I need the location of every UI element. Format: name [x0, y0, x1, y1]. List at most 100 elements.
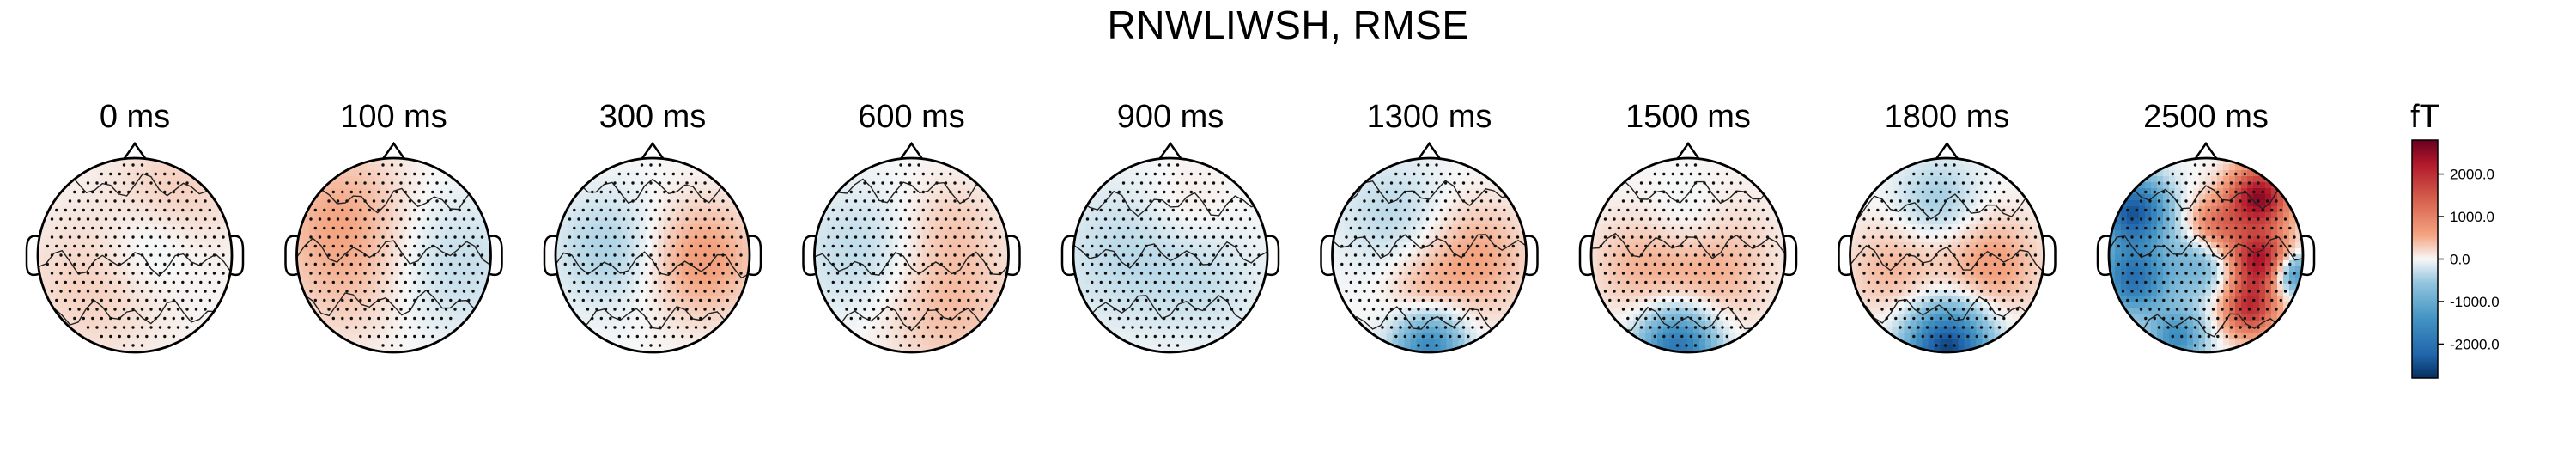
colorbar-gradient	[2411, 139, 2439, 379]
head-outline	[813, 156, 1010, 354]
contour-lines	[814, 178, 1009, 332]
nose	[380, 141, 407, 162]
head-outline	[1849, 156, 2045, 354]
sensor-dots	[46, 163, 225, 347]
nose	[121, 141, 149, 162]
contour-lines	[1850, 193, 2044, 324]
contour-line	[1850, 245, 2044, 273]
contour-line	[814, 251, 1009, 276]
nose	[2192, 141, 2220, 162]
sensor-dots	[2117, 163, 2296, 347]
colorbar-tick-label: 1000.0	[2450, 209, 2494, 225]
panel-time-label: 1800 ms	[1885, 99, 2010, 135]
panel-time-label: 300 ms	[599, 99, 707, 135]
left-ear	[2096, 235, 2111, 277]
contour-line	[296, 186, 491, 214]
colorbar-tick-label: 0.0	[2450, 252, 2470, 268]
head-outline	[1072, 156, 1269, 354]
nose	[1416, 141, 1443, 162]
panel-time-label: 900 ms	[1117, 99, 1224, 135]
right-ear	[2301, 235, 2316, 277]
left-ear	[284, 235, 298, 277]
topomap-field	[1850, 158, 2044, 352]
topomap-panel: 2500 ms	[2096, 99, 2316, 354]
panel-time-label: 600 ms	[858, 99, 965, 135]
right-ear	[1525, 235, 1539, 277]
colorbar: fT 2000.0 1000.0 0.0 -1000.0 -2000.0	[2410, 99, 2500, 379]
contour-line	[2109, 234, 2303, 261]
nose	[1934, 141, 1960, 162]
topomap-panel: 600 ms	[802, 99, 1021, 354]
panel-time-label: 1500 ms	[1625, 99, 1751, 135]
topomap-field	[1332, 158, 1527, 352]
panel-time-label: 100 ms	[340, 99, 447, 135]
contour-line	[2109, 183, 2303, 211]
nose	[1157, 141, 1184, 162]
topomap-field	[38, 158, 232, 352]
left-ear	[802, 235, 816, 277]
topomap-panel: 300 ms	[543, 99, 762, 354]
colorbar-label: fT	[2410, 99, 2439, 135]
left-ear	[1578, 235, 1593, 277]
topomap-field	[296, 158, 491, 352]
sensor-dots	[823, 163, 1002, 347]
contour-line	[556, 305, 750, 332]
head-outline	[36, 156, 234, 354]
contour-line	[1591, 232, 1785, 259]
left-ear	[1060, 235, 1075, 277]
panel-time-label: 2500 ms	[2143, 99, 2269, 135]
colorbar-tick-label: 2000.0	[2450, 167, 2494, 183]
panel-time-label: 1300 ms	[1367, 99, 1492, 135]
sensor-dots	[1599, 163, 1778, 347]
right-ear	[2043, 235, 2057, 277]
right-ear	[1007, 235, 1021, 277]
sensor-dots	[1340, 163, 1520, 347]
head-outline	[2107, 156, 2305, 354]
topomap-field	[556, 158, 750, 352]
right-ear	[1783, 235, 1798, 277]
nose	[898, 141, 925, 162]
sensor-dots	[1081, 163, 1261, 347]
contour-line	[814, 304, 1009, 332]
contour-line	[38, 249, 232, 277]
contour-line	[556, 178, 750, 205]
left-ear	[543, 235, 557, 277]
topomap-field	[1591, 158, 1785, 352]
left-ear	[1838, 235, 1851, 277]
left-ear	[1320, 235, 1334, 277]
topomap-panel: 1300 ms	[1320, 99, 1539, 354]
right-ear	[748, 235, 762, 277]
contour-line	[1850, 296, 2044, 324]
head-outline	[1331, 156, 1528, 354]
head-outline	[554, 156, 751, 354]
colorbar-tick-label: -1000.0	[2450, 294, 2500, 310]
nose	[639, 141, 666, 162]
contour-line	[296, 237, 491, 266]
nose	[1674, 141, 1702, 162]
sensor-dots	[1858, 163, 2038, 347]
topomap-panel: 1500 ms	[1578, 99, 1798, 354]
sensor-dots	[563, 163, 743, 347]
topomap-panel: 0 ms	[25, 99, 245, 354]
topomap-panel: 1800 ms	[1838, 99, 2057, 354]
topomap-panels: 0 ms 100 ms 300 ms 600 ms 900 ms 1300 ms 1500 …	[25, 99, 2316, 354]
topomap-field	[2109, 158, 2303, 352]
right-ear	[1266, 235, 1280, 277]
topomap-panel: 900 ms	[1060, 99, 1280, 354]
right-ear	[489, 235, 503, 277]
sensor-dots	[305, 163, 484, 347]
contour-line	[38, 299, 232, 326]
figure-title: RNWLIWSH, RMSE	[1107, 3, 1469, 47]
colorbar-tick-label: -2000.0	[2450, 336, 2500, 352]
head-outline	[1589, 156, 1787, 354]
head-outline	[295, 156, 492, 354]
left-ear	[25, 235, 39, 277]
contour-line	[1850, 193, 2044, 220]
contour-line	[1073, 295, 1267, 321]
right-ear	[230, 235, 245, 277]
contour-line	[814, 178, 1009, 205]
topomap-panel: 100 ms	[284, 99, 503, 354]
panel-time-label: 0 ms	[100, 99, 170, 135]
